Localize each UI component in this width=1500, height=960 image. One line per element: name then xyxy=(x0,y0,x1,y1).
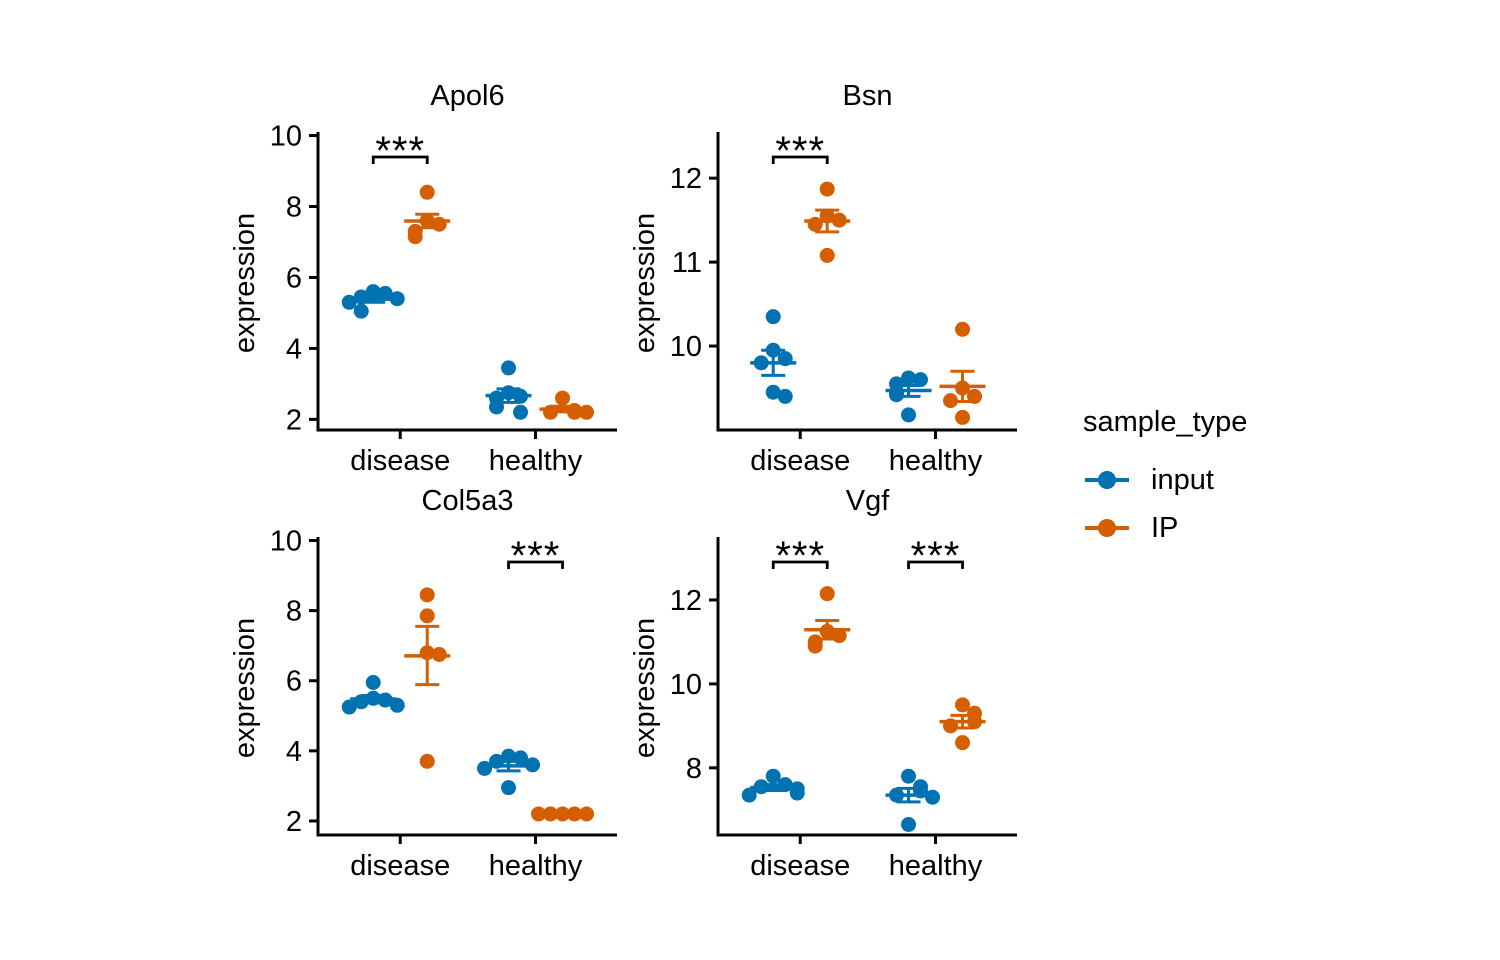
data-point xyxy=(943,393,959,409)
data-point xyxy=(389,697,405,713)
significance-stars: *** xyxy=(775,129,825,173)
ip-dot-line-icon xyxy=(1085,519,1129,537)
data-point xyxy=(807,638,823,654)
data-point xyxy=(419,753,435,769)
data-point xyxy=(513,404,529,420)
legend-title: sample_type xyxy=(1083,406,1248,438)
legend-item-label: input xyxy=(1151,463,1214,496)
y-tick-label: 10 xyxy=(670,669,702,701)
data-point xyxy=(955,321,971,337)
data-point xyxy=(531,806,547,822)
data-point xyxy=(765,309,781,325)
data-point xyxy=(955,735,971,751)
data-point xyxy=(819,181,835,197)
significance-bracket xyxy=(771,155,829,164)
data-point xyxy=(525,757,541,773)
significance-stars: *** xyxy=(511,534,561,578)
data-point xyxy=(555,390,571,406)
data-point xyxy=(501,780,517,796)
input-dot-line-icon xyxy=(1085,471,1129,489)
data-point xyxy=(365,674,381,690)
x-category-label: disease xyxy=(350,445,450,477)
apol6-plot: 2 4 6 8 10 disease healthy *** xyxy=(270,121,617,477)
data-point xyxy=(741,787,757,803)
data-point xyxy=(925,789,941,805)
significance-bracket xyxy=(507,560,564,569)
data-point xyxy=(819,586,835,602)
data-point xyxy=(419,587,435,603)
data-point xyxy=(389,291,405,307)
data-point xyxy=(777,388,793,404)
x-category-label: disease xyxy=(750,850,850,882)
panel-title: Vgf xyxy=(845,485,890,517)
x-category-label: healthy xyxy=(489,445,583,477)
x-category-label: healthy xyxy=(889,445,983,477)
data-point xyxy=(579,404,595,420)
x-category-label: healthy xyxy=(489,850,583,882)
data-point xyxy=(407,229,423,245)
significance-bracket xyxy=(907,560,964,569)
y-tick-label: 2 xyxy=(286,404,302,436)
y-tick-label: 6 xyxy=(286,666,302,698)
data-point xyxy=(765,768,781,784)
y-tick-label: 4 xyxy=(286,736,302,768)
panel-title: Col5a3 xyxy=(421,485,514,517)
data-point xyxy=(501,360,517,376)
panel-title: Bsn xyxy=(842,80,893,112)
data-point xyxy=(353,303,369,319)
data-point xyxy=(901,407,917,423)
y-tick-label: 12 xyxy=(670,585,702,617)
y-tick-label: 8 xyxy=(286,192,302,224)
data-point xyxy=(819,247,835,263)
data-point xyxy=(901,817,917,833)
significance-stars: *** xyxy=(375,129,425,173)
col5a3-plot: 2 4 6 8 10 disease healthy *** xyxy=(270,526,617,882)
significance-bracket xyxy=(371,155,429,164)
y-tick-label: 4 xyxy=(286,333,302,365)
y-tick-label: 11 xyxy=(672,247,702,279)
data-point xyxy=(419,184,435,200)
data-point xyxy=(341,294,357,310)
bsn-plot: 10 11 12 disease healthy *** xyxy=(670,129,1017,477)
data-point xyxy=(431,216,447,232)
data-point xyxy=(501,748,517,764)
y-tick-label: 8 xyxy=(286,596,302,628)
data-point xyxy=(477,760,493,776)
significance-stars: *** xyxy=(775,534,825,578)
data-point xyxy=(913,372,929,388)
panel-title: Apol6 xyxy=(430,80,505,112)
data-point xyxy=(955,697,971,713)
data-point xyxy=(765,384,781,400)
panel-vgf: Vgf expression 8 10 12 disease healthy *** *** xyxy=(625,480,1050,890)
y-tick-label: 6 xyxy=(286,262,302,294)
legend-item-ip: IP xyxy=(1083,504,1247,552)
y-tick-label: 12 xyxy=(670,163,702,195)
x-category-label: disease xyxy=(350,850,450,882)
y-tick-label: 10 xyxy=(270,526,302,558)
data-point xyxy=(955,409,971,425)
data-point xyxy=(901,768,917,784)
significance-bracket xyxy=(771,560,829,569)
significance-stars: *** xyxy=(911,534,961,578)
data-point xyxy=(579,806,595,822)
y-tick-label: 10 xyxy=(270,121,302,153)
data-point xyxy=(341,699,357,715)
panel-col5a3: Col5a3 expression 2 4 6 8 10 disease healthy **… xyxy=(225,480,650,890)
data-point xyxy=(807,216,823,232)
vgf-plot: 8 10 12 disease healthy *** *** xyxy=(670,534,1017,882)
x-category-label: healthy xyxy=(889,850,983,882)
data-point xyxy=(419,608,435,624)
y-tick-label: 2 xyxy=(286,806,302,838)
data-point xyxy=(901,370,917,386)
panel-bsn: Bsn expression 10 11 12 disease healthy *** xyxy=(625,75,1050,485)
panel-apol6: Apol6 expression 2 4 6 8 10 disease healthy *** xyxy=(225,75,650,485)
legend: sample_type input IP xyxy=(1083,404,1247,552)
x-category-label: disease xyxy=(750,445,850,477)
legend-item-input: input xyxy=(1083,456,1247,504)
y-tick-label: 10 xyxy=(670,331,702,363)
y-tick-label: 8 xyxy=(686,753,702,785)
legend-item-label: IP xyxy=(1151,511,1179,544)
